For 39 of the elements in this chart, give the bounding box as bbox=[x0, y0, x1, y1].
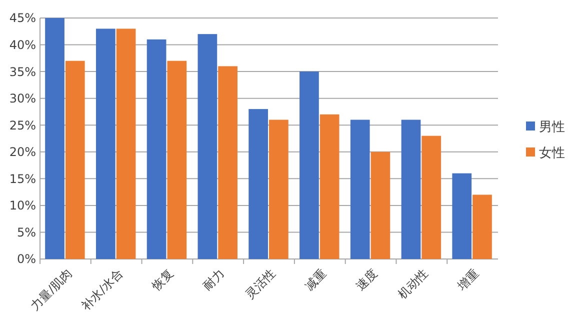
x-tick-label: 机动性 bbox=[395, 266, 431, 302]
bar bbox=[401, 120, 421, 259]
bar bbox=[370, 152, 390, 259]
bar bbox=[350, 120, 370, 259]
bar bbox=[320, 114, 340, 259]
bar bbox=[65, 60, 85, 259]
y-tick-label: 10% bbox=[9, 198, 36, 213]
x-tick-label: 耐力 bbox=[200, 266, 228, 294]
bar bbox=[248, 109, 268, 259]
bar bbox=[218, 66, 238, 259]
x-tick-label: 补水/水合 bbox=[78, 266, 126, 313]
bar bbox=[422, 136, 442, 259]
y-tick-label: 30% bbox=[9, 92, 36, 106]
bar bbox=[96, 28, 116, 259]
bar bbox=[116, 28, 136, 259]
legend-label: 女性 bbox=[539, 146, 565, 162]
y-tick-label: 15% bbox=[9, 172, 36, 186]
x-tick-label: 速度 bbox=[353, 266, 380, 294]
bar bbox=[167, 60, 187, 259]
bar bbox=[45, 18, 64, 259]
x-tick-label: 增重 bbox=[454, 266, 482, 294]
y-tick-label: 0% bbox=[16, 252, 36, 266]
x-tick-label: 灵活性 bbox=[242, 266, 278, 302]
y-tick-label: 35% bbox=[9, 64, 36, 79]
y-tick-label: 45% bbox=[9, 11, 36, 26]
x-tick-label: 恢复 bbox=[148, 266, 176, 294]
bar bbox=[452, 173, 472, 259]
y-tick-label: 20% bbox=[9, 145, 36, 160]
x-tick-label: 减重 bbox=[302, 266, 329, 294]
y-tick-label: 5% bbox=[16, 225, 36, 240]
bar bbox=[472, 194, 492, 259]
legend-label: 男性 bbox=[539, 120, 565, 136]
bar bbox=[146, 39, 166, 259]
x-tick-label: 力量/肌肉 bbox=[28, 266, 75, 313]
y-tick-label: 40% bbox=[9, 38, 36, 52]
bar bbox=[269, 120, 288, 259]
y-tick-label: 25% bbox=[9, 118, 36, 132]
bar bbox=[198, 34, 218, 259]
bar bbox=[300, 72, 319, 259]
